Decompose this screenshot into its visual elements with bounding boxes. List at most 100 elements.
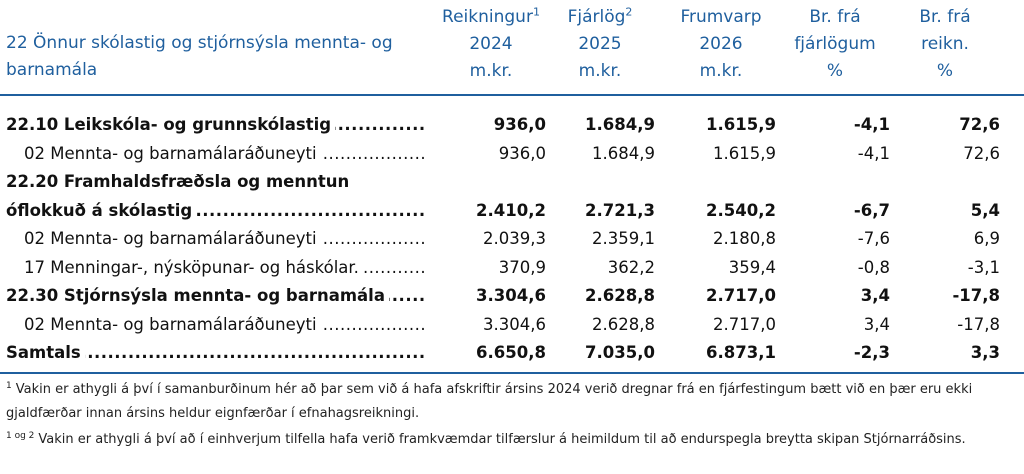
column-header: Fjárlög2 2025 m.kr. bbox=[545, 4, 655, 85]
label-text: 22.20 Framhaldsfræðsla og menntun óflokk… bbox=[6, 172, 350, 220]
header-line: 2024 bbox=[436, 31, 546, 58]
column-header: Reikningur1 2024 m.kr. bbox=[436, 4, 546, 85]
row-label: 02 Mennta- og barnamálaráðuneyti bbox=[24, 140, 426, 169]
header-line: Br. frá bbox=[890, 4, 1000, 31]
cell: 370,9 bbox=[498, 257, 546, 277]
cell: 1.615,9 bbox=[706, 115, 776, 134]
header-text: fjárlögum bbox=[794, 34, 876, 54]
header-line: m.kr. bbox=[436, 58, 546, 85]
cell: -7,6 bbox=[857, 229, 890, 248]
header-line: reikn. bbox=[890, 31, 1000, 58]
header-line: % bbox=[780, 58, 890, 85]
header-text: 2024 bbox=[469, 34, 513, 54]
label-text: 22.10 Leikskóla- og grunnskólastig bbox=[6, 115, 336, 134]
cell: 1.615,9 bbox=[713, 143, 776, 163]
table-body: 22.10 Leikskóla- og grunnskólastig 936,0 1… bbox=[0, 111, 1024, 368]
header-text: Br. frá bbox=[919, 7, 971, 27]
cell: 1.684,9 bbox=[592, 143, 655, 163]
cell: 6.873,1 bbox=[706, 343, 776, 362]
table-row: 22.30 Stjórnsýsla mennta- og barnamála 3.… bbox=[0, 282, 1024, 311]
footnote-ref: 1 bbox=[532, 5, 540, 19]
cell: 2.628,8 bbox=[592, 314, 655, 334]
header-text: Br. frá bbox=[809, 7, 861, 27]
header-line: 2025 bbox=[545, 31, 655, 58]
footnote: 1 Vakin er athygli á því í samanburðinum … bbox=[6, 378, 1018, 426]
column-header: Br. frá reikn.% bbox=[890, 4, 1000, 85]
header-line: m.kr. bbox=[666, 58, 776, 85]
label-text: Samtals bbox=[6, 343, 85, 362]
footer-rule bbox=[0, 372, 1024, 374]
column-header: Frumvarp 2026 m.kr. bbox=[666, 4, 776, 85]
header-rule bbox=[0, 94, 1024, 96]
footnote-text: Vakin er athygli á því í samanburðinum h… bbox=[6, 382, 973, 421]
header-text: Reikningur bbox=[442, 7, 533, 27]
header-line: Frumvarp bbox=[666, 4, 776, 31]
table-row: Samtals 6.650,8 7.035,0 6.873,1 -2,3 3,3 bbox=[0, 339, 1024, 368]
cell: 3,4 bbox=[860, 286, 890, 305]
cell: -0,8 bbox=[857, 257, 890, 277]
table-row: 22.20 Framhaldsfræðsla og menntun óflokk… bbox=[0, 168, 1024, 225]
header-text: reikn. bbox=[921, 34, 969, 54]
column-header: Br. frá fjárlögum% bbox=[780, 4, 890, 85]
cell: 362,2 bbox=[607, 257, 655, 277]
footnote-marker: 1 og 2 bbox=[6, 430, 35, 441]
cell: 72,6 bbox=[959, 115, 1000, 134]
row-label: 17 Menningar-, nýsköpunar- og háskólar. bbox=[24, 254, 426, 283]
table-row: 02 Mennta- og barnamálaráðuneyti 936,0 1.6… bbox=[0, 140, 1024, 169]
table-row: 17 Menningar-, nýsköpunar- og háskólar. 3… bbox=[0, 254, 1024, 283]
header-line: Br. frá bbox=[780, 4, 890, 31]
cell: 359,4 bbox=[728, 257, 776, 277]
footnote: 1 og 2 Vakin er athygli á því að í einhve… bbox=[6, 428, 1018, 452]
cell: 6,9 bbox=[973, 229, 1000, 248]
header-text: Fjárlög bbox=[567, 7, 626, 27]
header-text: m.kr. bbox=[578, 61, 622, 81]
cell: -17,8 bbox=[952, 286, 1000, 305]
header-text: % bbox=[826, 61, 844, 81]
cell: 2.721,3 bbox=[585, 200, 655, 220]
cell: 2.717,0 bbox=[706, 286, 776, 305]
cell: 3,3 bbox=[970, 343, 1000, 362]
header-line: % bbox=[890, 58, 1000, 85]
cell: -2,3 bbox=[853, 343, 890, 362]
cell: -6,7 bbox=[853, 200, 890, 220]
row-label: 02 Mennta- og barnamálaráðuneyti bbox=[24, 311, 426, 340]
row-label: 22.10 Leikskóla- og grunnskólastig bbox=[6, 111, 426, 140]
table-row: 02 Mennta- og barnamálaráðuneyti 3.304,6 2… bbox=[0, 311, 1024, 340]
cell: 72,6 bbox=[963, 143, 1000, 163]
cell: 2.410,2 bbox=[476, 200, 546, 220]
header-text: m.kr. bbox=[469, 61, 513, 81]
cell: 3,4 bbox=[863, 314, 890, 334]
row-label: 02 Mennta- og barnamálaráðuneyti bbox=[24, 225, 426, 254]
label-text: 02 Mennta- og barnamálaráðuneyti bbox=[24, 314, 321, 334]
cell: 2.540,2 bbox=[706, 200, 776, 220]
cell: 2.359,1 bbox=[592, 229, 655, 248]
table-row: 22.10 Leikskóla- og grunnskólastig 936,0 1… bbox=[0, 111, 1024, 140]
cell: 936,0 bbox=[493, 115, 546, 134]
label-text: 02 Mennta- og barnamálaráðuneyti bbox=[24, 143, 321, 163]
header-line: 2026 bbox=[666, 31, 776, 58]
cell: 6.650,8 bbox=[476, 343, 546, 362]
label-text: 02 Mennta- og barnamálaráðuneyti bbox=[24, 229, 321, 248]
cell: -3,1 bbox=[967, 257, 1000, 277]
cell: 2.039,3 bbox=[483, 229, 546, 248]
cell: 3.304,6 bbox=[483, 314, 546, 334]
label-text: 17 Menningar-, nýsköpunar- og háskólar. bbox=[24, 257, 363, 277]
header-text: m.kr. bbox=[699, 61, 743, 81]
footnote-marker: 1 bbox=[6, 380, 12, 391]
cell: 2.180,8 bbox=[713, 229, 776, 248]
header-line: Reikningur1 bbox=[436, 4, 546, 31]
cell: 7.035,0 bbox=[585, 343, 655, 362]
table-title: 22 Önnur skólastig og stjórnsýsla mennta… bbox=[6, 33, 393, 80]
cell: 1.684,9 bbox=[585, 115, 655, 134]
header-line: fjárlögum bbox=[780, 31, 890, 58]
header-line: m.kr. bbox=[545, 58, 655, 85]
cell: 3.304,6 bbox=[476, 286, 546, 305]
header-text: % bbox=[936, 61, 954, 81]
footnote-ref: 2 bbox=[625, 5, 633, 19]
header-text: 2025 bbox=[578, 34, 622, 54]
header-text: 2026 bbox=[699, 34, 743, 54]
row-label: 22.20 Framhaldsfræðsla og menntun óflokk… bbox=[6, 168, 426, 225]
cell: -4,1 bbox=[857, 143, 890, 163]
cell: -17,8 bbox=[957, 314, 1000, 334]
